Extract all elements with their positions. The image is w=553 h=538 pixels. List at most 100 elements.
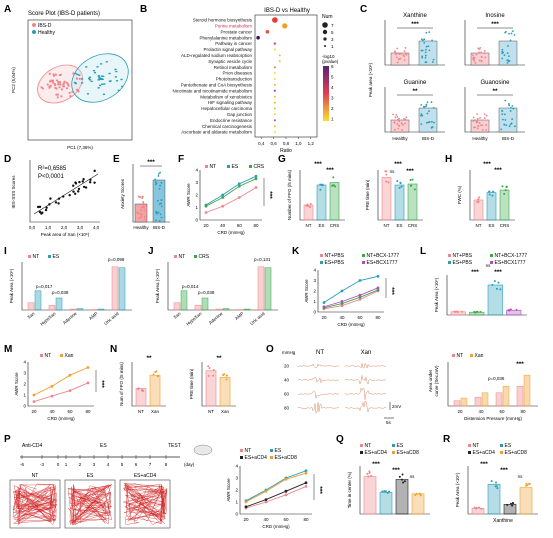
- c-point: [506, 61, 509, 64]
- pca-point-ibs: [69, 95, 72, 98]
- pca-point-ibs: [65, 87, 69, 90]
- c-group: Healthy: [472, 136, 488, 141]
- category-label: Uric acid: [103, 311, 120, 326]
- c-point: [485, 124, 488, 127]
- c-point: [402, 123, 405, 126]
- series-point: [237, 182, 241, 186]
- pca-point-healthy: [98, 76, 101, 79]
- pca-point-ibs: [77, 90, 80, 93]
- tick-x: 60: [67, 409, 73, 414]
- series-point: [284, 489, 288, 493]
- legend-entry: ES: [275, 448, 282, 454]
- c-point: [395, 56, 398, 59]
- series-point: [304, 471, 308, 475]
- tick-y: 3: [235, 476, 238, 481]
- c-point: [478, 48, 481, 51]
- series-line: [205, 178, 257, 207]
- c-point: [428, 121, 431, 123]
- c-point: [426, 101, 429, 104]
- arena-title: NT: [32, 473, 39, 479]
- c-point: [402, 54, 405, 57]
- pval: p=0,038: [52, 290, 69, 295]
- pca-point-healthy: [73, 81, 77, 84]
- c-point: [473, 56, 476, 59]
- pca-point-healthy: [109, 80, 112, 82]
- c-point: [432, 61, 434, 63]
- sig-label: ***: [316, 486, 323, 494]
- emg-trace: [344, 400, 387, 413]
- c-point: [504, 99, 507, 102]
- legend-entry: NT: [179, 254, 186, 260]
- tick-x: 20: [31, 409, 37, 414]
- corr-point: [89, 178, 92, 181]
- series-point: [284, 493, 288, 497]
- metabolite-title: Xanthine: [403, 13, 427, 19]
- c-point: [500, 128, 503, 131]
- colorbar-tick: 4: [331, 85, 334, 90]
- category-label: Uric acid: [249, 311, 266, 326]
- panel-b-title: IBS-D vs Healthy: [264, 8, 310, 14]
- panel-label-l: L: [420, 246, 426, 257]
- bar: [222, 308, 230, 311]
- c-point: [395, 52, 398, 55]
- pca-point-healthy: [78, 74, 81, 76]
- pca-point-healthy: [103, 83, 106, 85]
- p-text: P<0,0001: [38, 174, 65, 180]
- pathway-dot: [278, 54, 281, 57]
- pca-point-healthy: [97, 75, 101, 77]
- sig-c: **: [492, 88, 498, 95]
- series-point: [340, 300, 344, 303]
- series-point: [237, 184, 241, 188]
- metabolite-title: Inosine: [485, 13, 505, 19]
- bar: [473, 199, 484, 221]
- row-pressure: 20: [284, 364, 290, 369]
- c-point: [427, 121, 430, 124]
- bar: [201, 297, 209, 311]
- series-point: [304, 485, 308, 488]
- c-point: [424, 57, 427, 59]
- pathway-label: Prolactin signal pathway: [203, 47, 252, 52]
- pval: p=0,014: [182, 284, 199, 289]
- pathway-label: Endocrine resistance: [210, 118, 253, 123]
- bar: [149, 374, 161, 407]
- tick-x: 40: [263, 517, 269, 522]
- tick-y: 3: [23, 371, 26, 376]
- pathway-dot: [273, 113, 276, 116]
- pathway-dot: [273, 78, 276, 80]
- tick-y: 0: [23, 404, 26, 409]
- corr-point: [81, 180, 84, 183]
- tick-x: 40: [339, 315, 345, 320]
- tick-x: 20: [321, 315, 327, 320]
- tick-b: 1,0: [295, 141, 302, 146]
- series-point: [376, 288, 380, 292]
- pca-point-healthy: [101, 78, 104, 81]
- pca-point-ibs: [46, 83, 49, 86]
- bar: [48, 304, 56, 311]
- legend-ibs: IBS-D: [38, 23, 52, 29]
- pathway-dot: [273, 95, 276, 98]
- c-point: [430, 101, 433, 104]
- tick-y: 2: [195, 193, 198, 198]
- tick-y: 4: [235, 464, 238, 469]
- axis-y-label: AWR Score: [304, 279, 309, 303]
- c-point: [403, 50, 406, 53]
- pca-point-ibs: [78, 77, 81, 80]
- legend-entry: ES+aCD4: [245, 455, 268, 461]
- sig-label: ***: [98, 380, 105, 388]
- c-point: [398, 120, 401, 123]
- c-point: [399, 53, 402, 55]
- bar-label: Xan: [151, 409, 160, 414]
- c-point: [512, 107, 515, 110]
- series-point: [358, 293, 362, 297]
- svg-text:**: **: [146, 355, 152, 362]
- tick-y: 0: [235, 512, 238, 517]
- pca-point-ibs: [55, 93, 58, 96]
- corr-point: [48, 203, 51, 206]
- c-point: [397, 127, 400, 130]
- axis-a-x-label: PC1 (7,36%): [67, 145, 93, 150]
- series-point: [254, 177, 258, 181]
- legend-entry: Xan: [65, 353, 74, 359]
- c-point: [485, 114, 488, 117]
- size-legend-title: Num: [322, 14, 333, 20]
- pathway-label: Hepatocellular carcinoma: [201, 106, 252, 111]
